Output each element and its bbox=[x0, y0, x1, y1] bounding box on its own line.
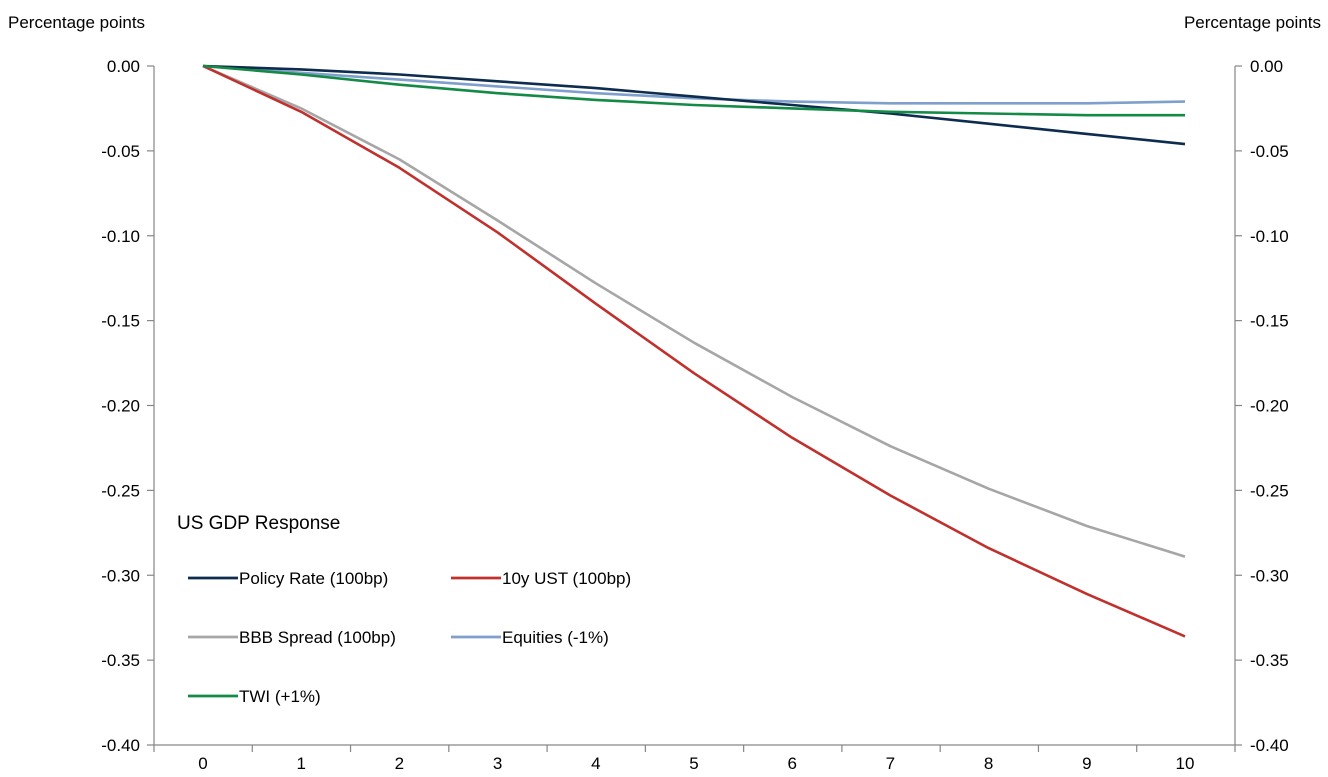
series-lines bbox=[202, 64, 1186, 638]
x-tick-label: 10 bbox=[1176, 754, 1195, 773]
left-y-tick-label: 0.00 bbox=[107, 57, 140, 76]
x-tick-label: 0 bbox=[198, 754, 207, 773]
x-tick-label: 7 bbox=[886, 754, 895, 773]
x-tick-label: 2 bbox=[395, 754, 404, 773]
series-line-10y-ust-100bp bbox=[202, 64, 1186, 638]
right-y-tick-label: -0.25 bbox=[1250, 481, 1289, 500]
axes: 0.00 0.00 -0.05 -0.05 -0.10 -0.10 -0.15 -0.15 -0… bbox=[101, 57, 1289, 773]
left-y-tick-label: -0.15 bbox=[101, 312, 140, 331]
left-y-tick-label: -0.05 bbox=[101, 142, 140, 161]
legend-label-equities-1: Equities (-1%) bbox=[502, 628, 609, 647]
legend-label-10y-ust-100bp: 10y UST (100bp) bbox=[502, 569, 631, 588]
right-y-tick-label: -0.10 bbox=[1250, 227, 1289, 246]
left-y-tick-label: -0.35 bbox=[101, 651, 140, 670]
legend-label-policy-rate-100bp: Policy Rate (100bp) bbox=[239, 569, 388, 588]
x-tick-label: 9 bbox=[1082, 754, 1091, 773]
right-y-tick-label: -0.05 bbox=[1250, 142, 1289, 161]
legend-label-bbb-spread-100bp: BBB Spread (100bp) bbox=[239, 628, 396, 647]
x-tick-label: 3 bbox=[493, 754, 502, 773]
right-y-tick-label: -0.30 bbox=[1250, 566, 1289, 585]
right-y-tick-label: -0.35 bbox=[1250, 651, 1289, 670]
x-tick-label: 1 bbox=[296, 754, 305, 773]
series-line-policy-rate-100bp bbox=[202, 64, 1186, 146]
x-tick-label: 8 bbox=[984, 754, 993, 773]
right-y-tick-label: -0.40 bbox=[1250, 736, 1289, 755]
x-tick-label: 5 bbox=[689, 754, 698, 773]
series-line-equities-1 bbox=[202, 64, 1186, 105]
series-line-bbb-spread-100bp bbox=[202, 64, 1186, 558]
legend-title: US GDP Response bbox=[177, 513, 340, 534]
left-y-tick-label: -0.30 bbox=[101, 566, 140, 585]
legend: US GDP Response Policy Rate (100bp) 10y U… bbox=[177, 513, 631, 706]
legend-label-twi-1: TWI (+1%) bbox=[239, 687, 321, 706]
right-axis-unit-label: Percentage points bbox=[1184, 13, 1321, 32]
right-y-tick-label: 0.00 bbox=[1250, 57, 1283, 76]
left-axis-unit-label: Percentage points bbox=[8, 13, 145, 32]
left-y-tick-label: -0.40 bbox=[101, 736, 140, 755]
right-y-tick-label: -0.15 bbox=[1250, 312, 1289, 331]
left-y-tick-label: -0.20 bbox=[101, 397, 140, 416]
left-y-tick-label: -0.10 bbox=[101, 227, 140, 246]
left-y-tick-label: -0.25 bbox=[101, 481, 140, 500]
x-tick-label: 4 bbox=[591, 754, 600, 773]
x-tick-label: 6 bbox=[787, 754, 796, 773]
right-y-tick-label: -0.20 bbox=[1250, 397, 1289, 416]
series-line-twi-1 bbox=[202, 64, 1185, 117]
